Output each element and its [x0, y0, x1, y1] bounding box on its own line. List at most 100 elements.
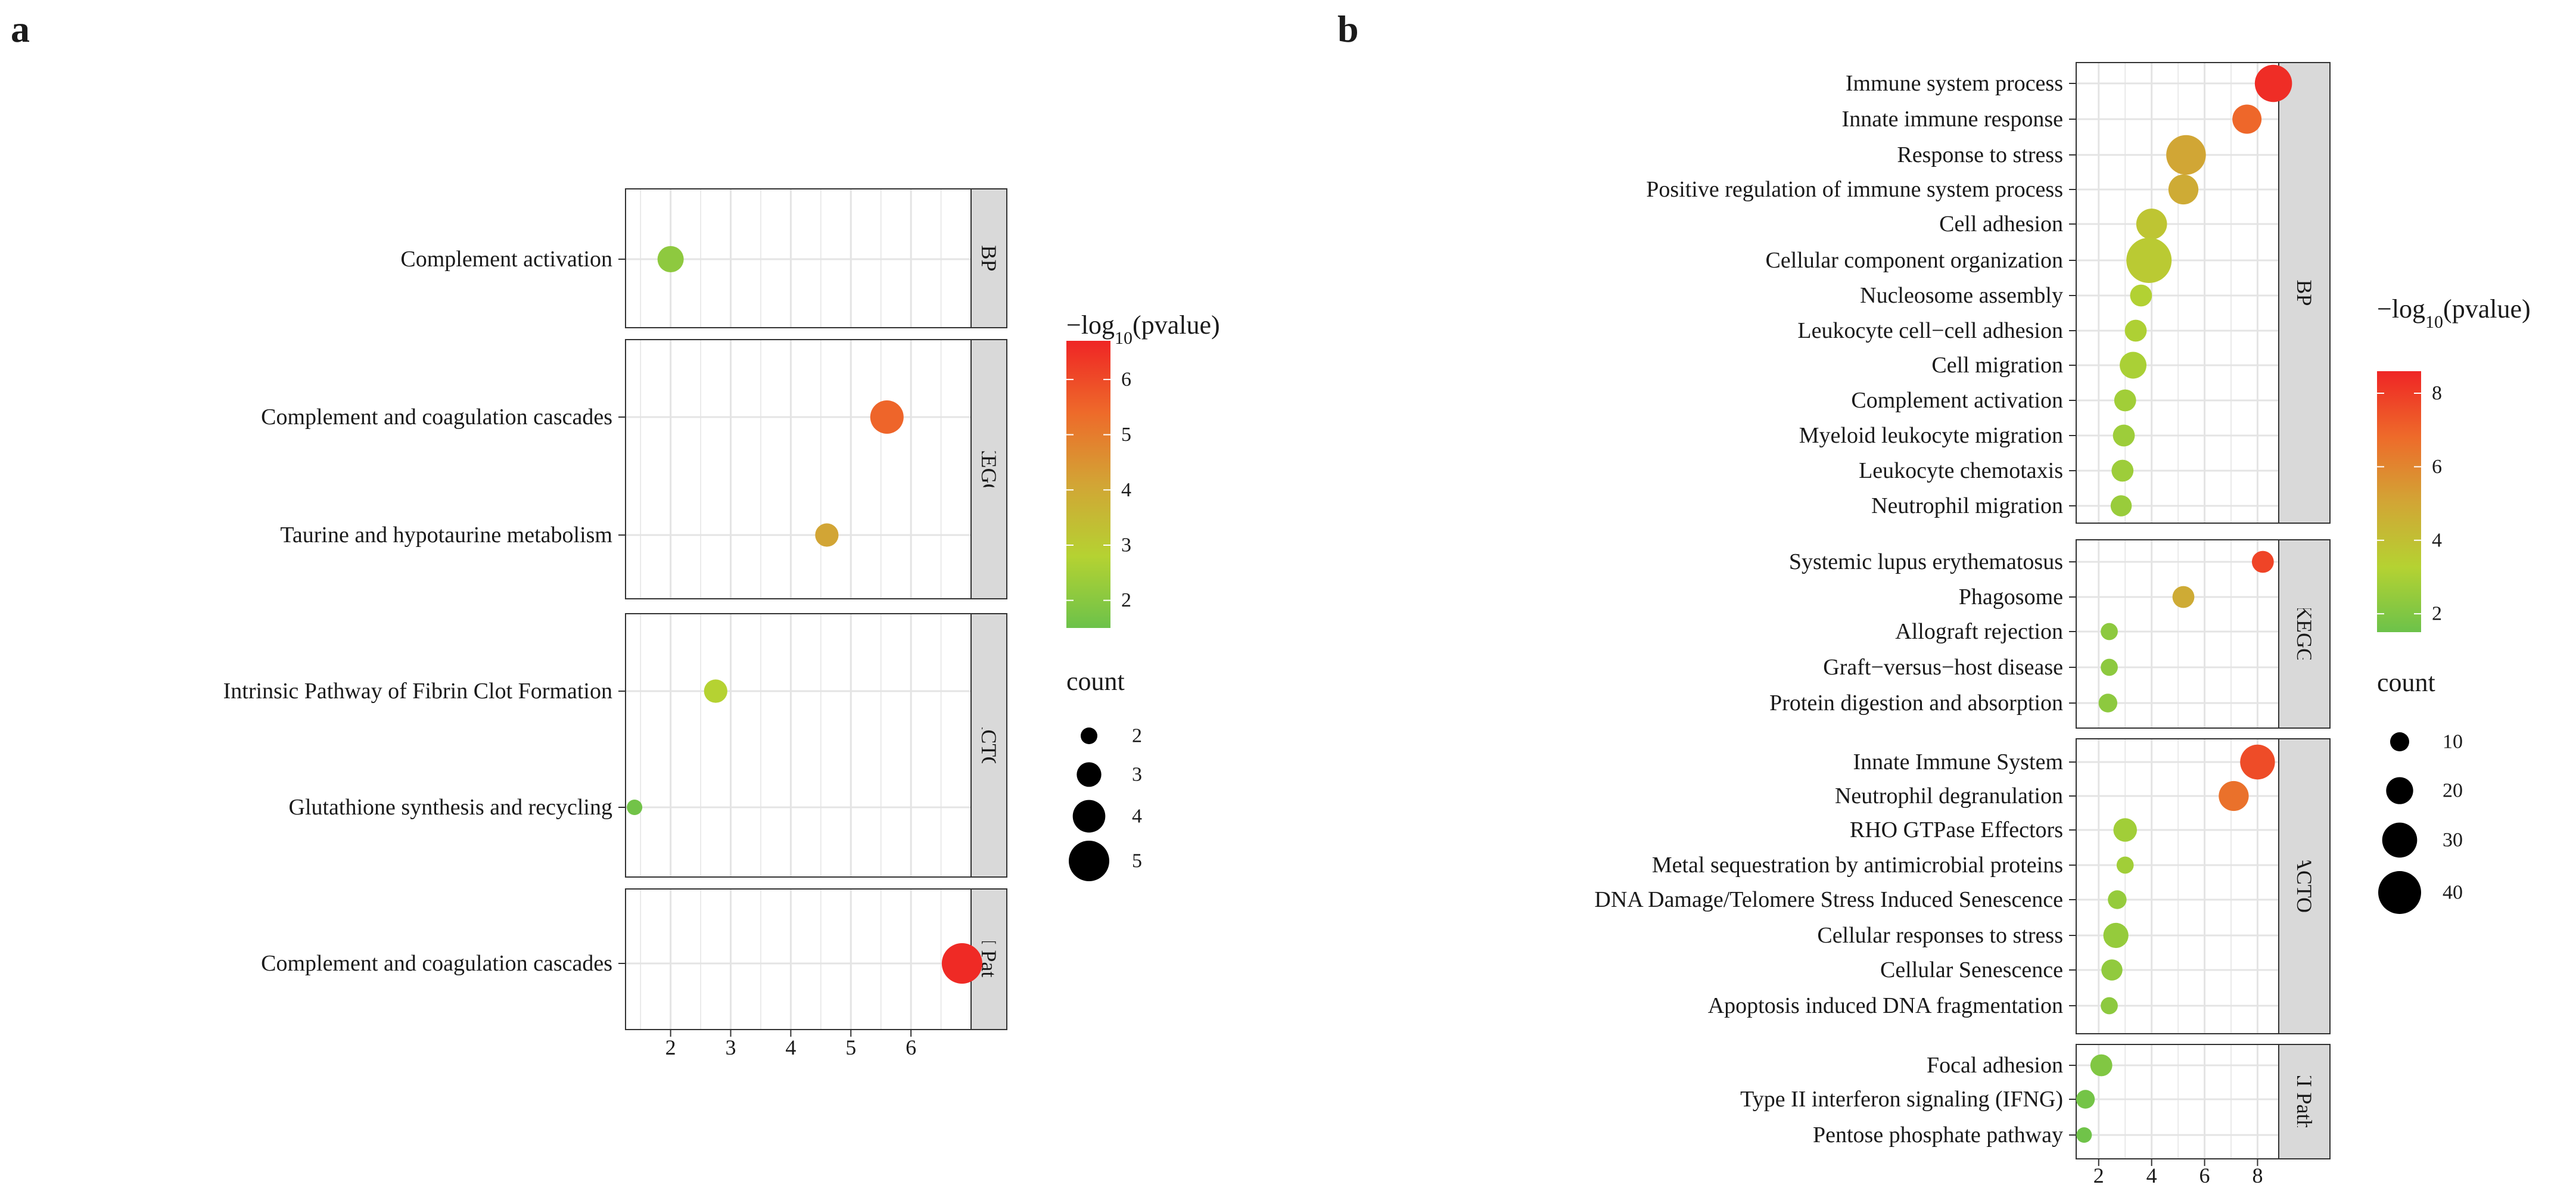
- x-tick-label: 8: [2252, 1164, 2263, 1187]
- data-point: [870, 400, 904, 434]
- term-label: Cellular component organization: [1766, 248, 2064, 273]
- color-bar-label: 4: [1121, 479, 1131, 501]
- term-label: Myeloid leukocyte migration: [1799, 423, 2063, 448]
- term-label: Cell migration: [1931, 353, 2063, 378]
- x-tick-label: 5: [845, 1036, 856, 1059]
- facet-strip: [2278, 539, 2331, 729]
- color-bar-label: 2: [1121, 589, 1131, 611]
- term-label: Neutrophil migration: [1871, 493, 2063, 518]
- size-legend-title: count: [2377, 668, 2435, 697]
- color-bar: [1066, 341, 1110, 628]
- facet-strip-label: KEGG: [977, 440, 1001, 499]
- data-point: [2232, 104, 2262, 134]
- data-point: [2101, 997, 2118, 1015]
- size-legend-dot: [1072, 800, 1106, 833]
- data-point: [2101, 623, 2118, 640]
- data-point: [2130, 284, 2152, 307]
- term-label: Innate immune response: [1842, 107, 2063, 132]
- x-tick-label: 4: [2146, 1164, 2157, 1187]
- term-label: Innate Immune System: [1853, 750, 2063, 775]
- data-point: [941, 943, 982, 984]
- term-label: Leukocyte cell−cell adhesion: [1797, 318, 2063, 343]
- color-legend: −log10(pvalue) 2 4 6 8: [2377, 294, 2531, 632]
- data-point: [2110, 495, 2132, 517]
- facet-reactome: REACTOME Innate Immune System Neutrophil d…: [1594, 738, 2331, 1034]
- size-legend: count 10 20 30 40: [2377, 668, 2463, 914]
- facet-background: [2076, 739, 2279, 1034]
- size-legend-dot: [2378, 871, 2421, 914]
- term-label: Complement activation: [400, 247, 612, 272]
- size-legend-dot: [2390, 732, 2409, 751]
- term-label: Complement activation: [1851, 388, 2063, 413]
- x-tick-label: 2: [2093, 1164, 2104, 1187]
- facet-bp: BP Complement activation: [400, 188, 1007, 328]
- data-point: [2172, 586, 2195, 608]
- size-legend-label: 10: [2443, 731, 2463, 753]
- color-bar: [2377, 371, 2421, 632]
- x-tick-label: 2: [665, 1036, 676, 1059]
- term-label: Graft−versus−host disease: [1823, 655, 2063, 680]
- facet-strip: [970, 613, 1007, 878]
- facet-background: [626, 889, 971, 1030]
- data-point: [627, 800, 643, 815]
- data-point: [2101, 959, 2123, 981]
- size-legend-label: 5: [1132, 850, 1142, 872]
- data-point: [657, 246, 684, 272]
- facet-strip: [2278, 1044, 2331, 1159]
- term-label: Pentose phosphate pathway: [1813, 1123, 2063, 1148]
- term-label: Immune system process: [1846, 71, 2063, 96]
- size-legend-label: 40: [2443, 882, 2463, 904]
- term-label: Cellular responses to stress: [1817, 923, 2063, 948]
- panel-a: a BP Complement activation KEGG Complement a…: [11, 8, 1220, 1059]
- color-bar-label: 4: [2432, 529, 2442, 551]
- size-legend-label: 3: [1132, 764, 1142, 786]
- color-legend-title: −log10(pvalue): [1066, 310, 1220, 348]
- panel-letter: b: [1337, 8, 1359, 50]
- color-bar-label: 8: [2432, 383, 2442, 405]
- term-label: Focal adhesion: [1927, 1053, 2063, 1078]
- term-label: Allograft rejection: [1895, 619, 2063, 644]
- data-point: [2113, 424, 2135, 447]
- term-label: DNA Damage/Telomere Stress Induced Senes…: [1594, 887, 2063, 912]
- facet-strip-label: WIKI Pathway: [2292, 1037, 2316, 1167]
- facet-wiki-pathway: WIKI Pathway Focal adhesion Type II interf…: [1740, 1037, 2331, 1167]
- term-label: Cellular Senescence: [1880, 957, 2063, 982]
- data-point: [815, 523, 839, 547]
- term-label: Type II interferon signaling (IFNG): [1740, 1087, 2063, 1112]
- facet-strip-label: KEGG: [2292, 604, 2316, 664]
- term-label: Glutathione synthesis and recycling: [289, 795, 613, 820]
- facet-strip: [2278, 62, 2331, 524]
- x-tick-label: 6: [906, 1036, 916, 1059]
- facet-bp: BP Immune system process Innate immune res…: [1646, 62, 2331, 524]
- term-label: Complement and coagulation cascades: [261, 405, 612, 430]
- term-label: Cell adhesion: [1939, 212, 2063, 237]
- facet-kegg: KEGG Complement and coagulation cascades T…: [261, 339, 1007, 599]
- color-legend: −log10(pvalue) 2 3 4 5 6: [1066, 310, 1220, 628]
- facet-strip-label: BP: [977, 245, 1001, 271]
- data-point: [2098, 694, 2118, 713]
- size-legend-label: 2: [1132, 725, 1142, 747]
- color-bar-label: 5: [1121, 424, 1131, 446]
- size-legend-title: count: [1066, 667, 1125, 696]
- data-point: [2103, 922, 2129, 949]
- size-legend-dot: [2386, 777, 2413, 804]
- facet-kegg: KEGG Systemic lupus erythematosus Phagosom…: [1769, 539, 2331, 729]
- data-point: [2113, 818, 2137, 842]
- term-label: Leukocyte chemotaxis: [1859, 458, 2063, 483]
- size-legend-label: 4: [1132, 806, 1142, 828]
- data-point: [2254, 64, 2292, 102]
- color-bar-label: 6: [1121, 368, 1131, 390]
- color-bar-label: 3: [1121, 534, 1131, 556]
- facet-background: [626, 614, 971, 877]
- data-point: [2108, 890, 2127, 909]
- data-point: [2101, 658, 2118, 676]
- size-legend-label: 20: [2443, 780, 2463, 802]
- term-label: Positive regulation of immune system pro…: [1646, 177, 2063, 202]
- x-tick-label: 3: [726, 1036, 736, 1059]
- term-label: Protein digestion and absorption: [1769, 691, 2063, 716]
- term-label: Nucleosome assembly: [1860, 283, 2063, 308]
- data-point: [704, 679, 727, 703]
- term-label: Neutrophil degranulation: [1835, 783, 2063, 809]
